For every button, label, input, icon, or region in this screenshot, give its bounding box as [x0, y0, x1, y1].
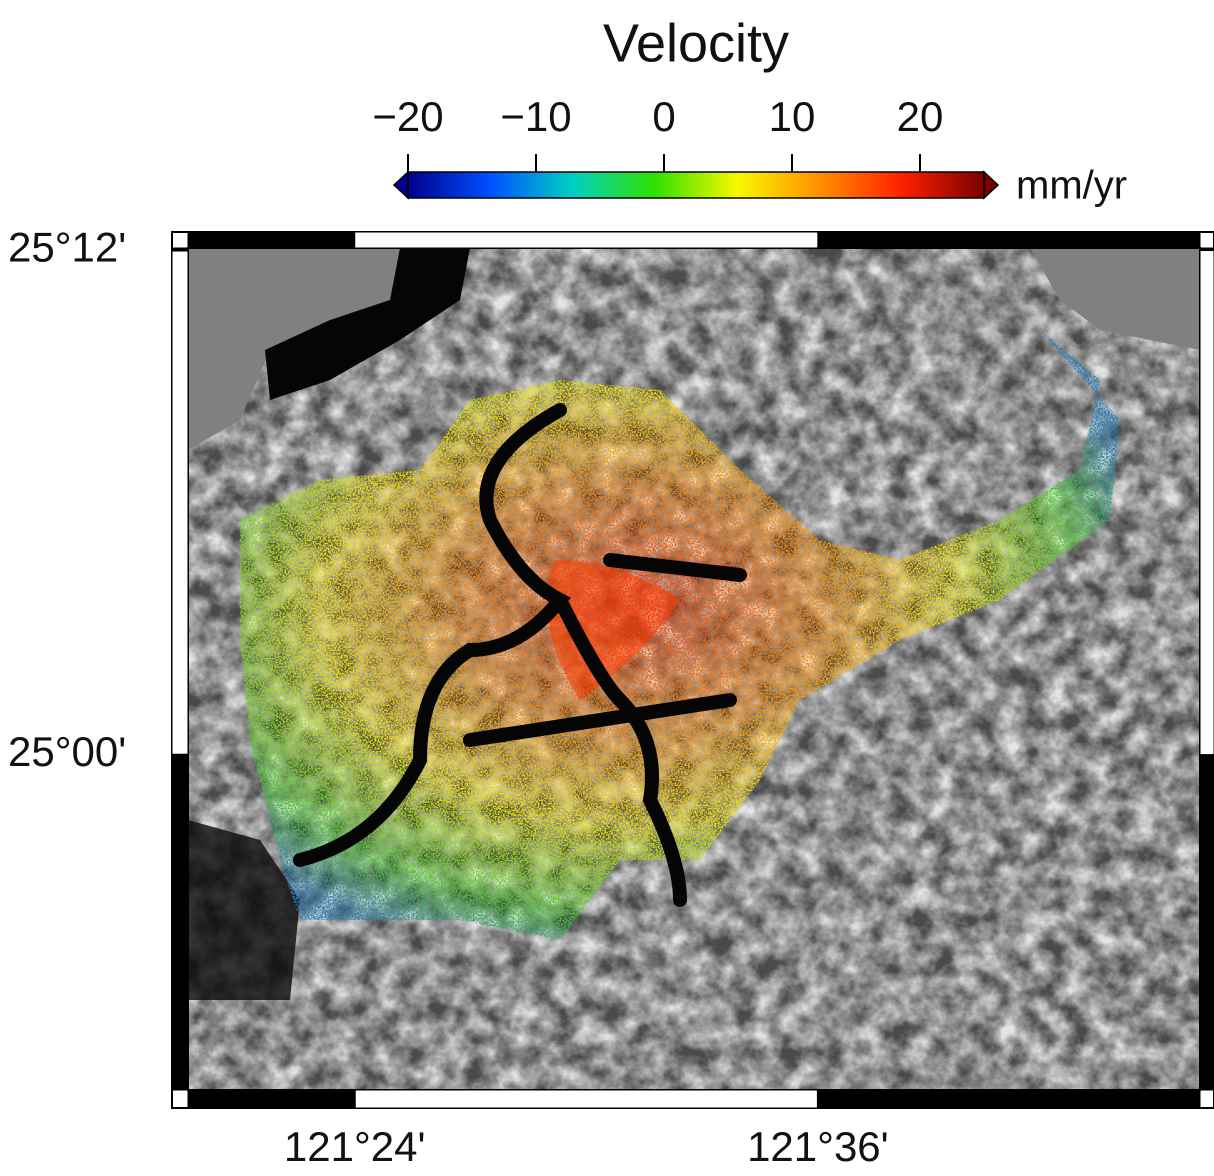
y-tick-label: 25°00' [8, 728, 126, 775]
frame-segment [188, 1090, 355, 1108]
colorbar-low-arrow [394, 172, 408, 198]
x-tick-label: 121°36' [747, 1123, 889, 1170]
frame-segment [188, 232, 355, 248]
y-tick-label: 25°12' [8, 224, 126, 271]
colorbar-tick-label: −10 [500, 93, 571, 140]
frame-segment [1200, 755, 1214, 1090]
colorbar-unit: mm/yr [1016, 164, 1127, 208]
frame-segment [355, 1090, 818, 1108]
map-figure: Velocity mm/yr −20 −10 0 10 20 121°24' 121°36'… [0, 0, 1214, 1171]
x-tick-label: 121°24' [284, 1123, 426, 1170]
colorbar [408, 172, 984, 198]
frame-segment [818, 1090, 1200, 1108]
frame-segment [1200, 251, 1214, 755]
colorbar-tick-label: −20 [372, 93, 443, 140]
frame-segment [172, 251, 188, 755]
colorbar-title: Velocity [603, 13, 789, 73]
frame-segment [355, 232, 818, 248]
colorbar-tick-label: 10 [769, 93, 816, 140]
frame-segment [818, 232, 1200, 248]
frame-segment [172, 755, 188, 1090]
colorbar-high-arrow [984, 172, 998, 198]
colorbar-tick-label: 0 [652, 93, 675, 140]
map-image [188, 248, 1200, 1090]
colorbar-tick-label: 20 [897, 93, 944, 140]
